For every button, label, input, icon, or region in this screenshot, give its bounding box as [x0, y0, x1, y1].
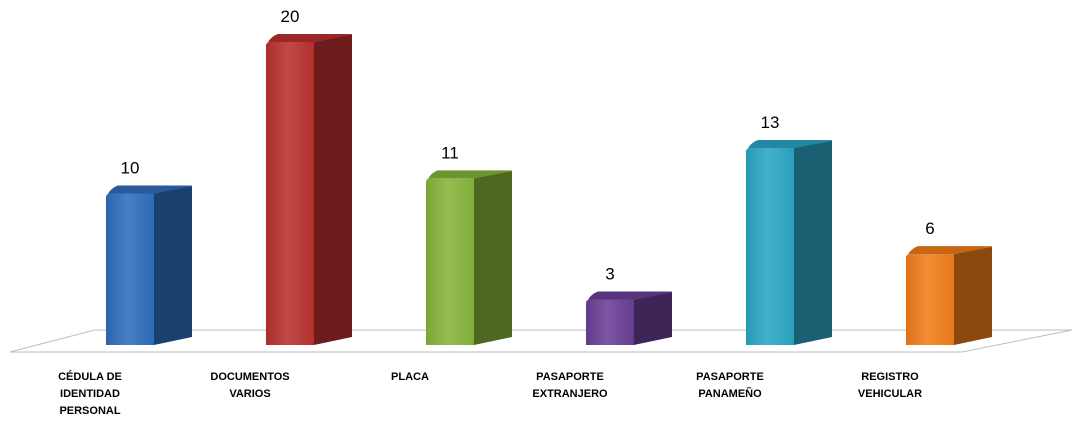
bars-group — [106, 34, 992, 345]
category-label-line: PERSONAL — [59, 405, 120, 417]
bar-3 — [586, 291, 672, 345]
category-label-line: IDENTIDAD — [60, 388, 120, 400]
bar-top-face — [428, 170, 512, 179]
category-label-0: CÉDULA DE IDENTIDAD PERSONAL — [58, 370, 122, 417]
value-label-0: 10 — [121, 159, 140, 178]
bar-1 — [266, 34, 352, 345]
bar-2 — [426, 170, 512, 345]
bar-front-face — [266, 42, 314, 345]
value-label-3: 3 — [605, 265, 614, 284]
category-label-line: PASAPORTE — [536, 371, 604, 383]
category-label-line: DOCUMENTOS — [210, 371, 289, 383]
bar-0 — [106, 185, 192, 345]
value-labels-group: 10 20 11 3 13 6 — [121, 7, 935, 284]
category-label-line: PANAMEÑO — [698, 387, 762, 400]
bar-front-face — [746, 148, 794, 345]
bar-side-face — [954, 246, 992, 345]
category-label-5: REGISTRO VEHICULAR — [858, 371, 922, 400]
category-label-line: CÉDULA DE — [58, 370, 122, 383]
value-label-2: 11 — [441, 143, 459, 162]
category-label-4: PASAPORTE PANAMEÑO — [696, 371, 764, 400]
bar-front-face — [106, 193, 154, 345]
category-label-2: PLACA — [391, 371, 429, 383]
category-label-line: EXTRANJERO — [532, 388, 608, 400]
category-label-1: DOCUMENTOS VARIOS — [210, 371, 289, 400]
bar-top-face — [748, 140, 832, 149]
category-labels-group: CÉDULA DE IDENTIDAD PERSONAL DOCUMENTOS VARI… — [58, 370, 922, 417]
bar-4 — [746, 140, 832, 345]
bar-5 — [906, 246, 992, 345]
category-label-3: PASAPORTE EXTRANJERO — [532, 371, 608, 400]
bar-side-face — [154, 185, 192, 345]
bar-front-face — [586, 299, 634, 345]
bar-side-face — [634, 291, 672, 345]
bar-top-face — [908, 246, 992, 255]
bar-side-face — [474, 170, 512, 345]
bar-side-face — [314, 34, 352, 345]
bar-front-face — [426, 178, 474, 345]
category-label-line: VEHICULAR — [858, 388, 922, 400]
value-label-1: 20 — [281, 7, 300, 26]
value-label-5: 6 — [925, 219, 934, 238]
category-label-line: PLACA — [391, 371, 429, 383]
value-label-4: 13 — [761, 113, 780, 132]
category-label-line: PASAPORTE — [696, 371, 764, 383]
category-label-line: VARIOS — [229, 388, 270, 400]
bar-front-face — [906, 254, 954, 345]
category-label-line: REGISTRO — [861, 371, 919, 383]
bar-top-face — [268, 34, 352, 42]
bar-side-face — [794, 140, 832, 345]
bar-top-face — [588, 291, 672, 300]
bar-top-face — [108, 185, 192, 194]
